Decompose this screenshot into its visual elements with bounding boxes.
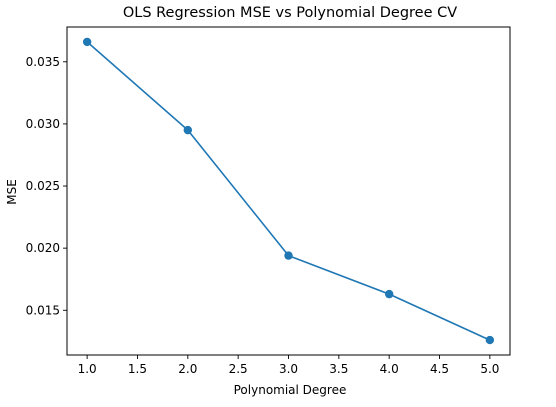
x-tick-label: 2.0 [178, 362, 197, 376]
data-point [184, 126, 192, 134]
y-tick-label: 0.035 [26, 55, 60, 69]
y-axis-label: MSE [5, 179, 19, 205]
x-axis-label: Polynomial Degree [234, 383, 347, 397]
y-tick-label: 0.030 [26, 117, 60, 131]
y-tick-label: 0.025 [26, 179, 60, 193]
x-tick-label: 2.5 [229, 362, 248, 376]
x-tick-label: 4.5 [430, 362, 449, 376]
x-tick-label: 5.0 [480, 362, 499, 376]
x-tick-label: 1.5 [128, 362, 147, 376]
data-point [83, 38, 91, 46]
x-tick-label: 3.0 [279, 362, 298, 376]
data-point [385, 290, 393, 298]
y-tick-label: 0.020 [26, 241, 60, 255]
y-tick-label: 0.015 [26, 303, 60, 317]
chart-title: OLS Regression MSE vs Polynomial Degree … [123, 5, 457, 21]
x-tick-label: 1.0 [78, 362, 97, 376]
x-tick-label: 4.0 [380, 362, 399, 376]
x-tick-label: 3.5 [329, 362, 348, 376]
data-point [486, 336, 494, 344]
data-point [284, 251, 292, 259]
